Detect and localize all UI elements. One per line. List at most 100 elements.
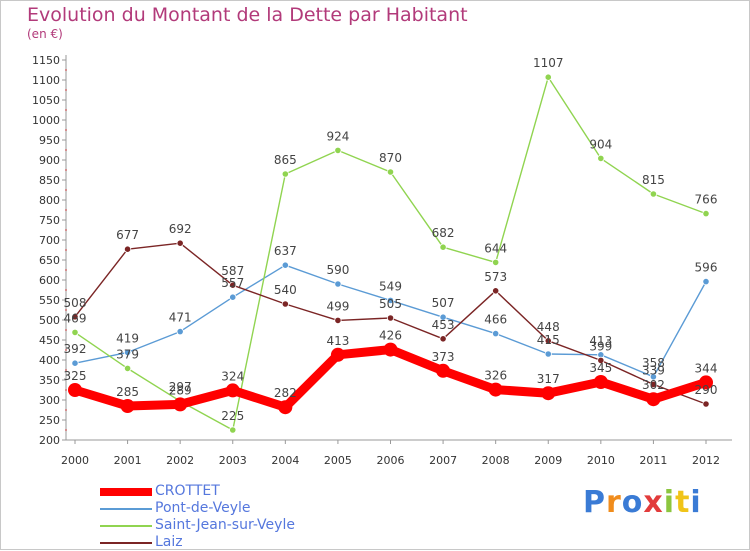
y-tick-label: 350 bbox=[39, 374, 60, 387]
data-label: 426 bbox=[379, 329, 402, 343]
data-label: 637 bbox=[274, 244, 297, 258]
data-point bbox=[278, 400, 293, 415]
legend-label: Laiz bbox=[155, 534, 183, 550]
data-label: 596 bbox=[695, 261, 718, 275]
data-point bbox=[544, 350, 552, 358]
data-label: 344 bbox=[695, 361, 718, 375]
unit-label: (en €) bbox=[27, 27, 63, 41]
x-tick-label: 2001 bbox=[114, 454, 142, 467]
data-label: 904 bbox=[589, 137, 612, 151]
data-label: 815 bbox=[642, 173, 665, 187]
data-point bbox=[649, 373, 658, 381]
data-point bbox=[436, 363, 451, 378]
data-point bbox=[71, 313, 79, 321]
data-label: 290 bbox=[695, 383, 718, 397]
y-tick-label: 500 bbox=[39, 314, 60, 327]
data-point bbox=[541, 386, 556, 401]
y-tick-label: 650 bbox=[39, 254, 60, 267]
data-point bbox=[488, 382, 503, 397]
data-label: 339 bbox=[642, 363, 665, 377]
data-point bbox=[120, 399, 135, 413]
data-label: 677 bbox=[116, 228, 139, 242]
x-tick-label: 2010 bbox=[587, 454, 615, 467]
data-label: 590 bbox=[326, 263, 349, 277]
x-tick-label: 2012 bbox=[692, 454, 720, 467]
data-label: 399 bbox=[589, 339, 612, 353]
legend-swatch bbox=[100, 488, 152, 496]
y-tick-label: 200 bbox=[39, 434, 60, 447]
data-point bbox=[386, 296, 395, 304]
data-label: 466 bbox=[484, 313, 507, 327]
data-label: 469 bbox=[64, 311, 87, 325]
data-point bbox=[229, 281, 237, 289]
data-point bbox=[544, 73, 552, 81]
data-label: 507 bbox=[432, 296, 455, 310]
data-point bbox=[383, 342, 398, 357]
data-label: 587 bbox=[221, 264, 244, 278]
brand-letter: o bbox=[621, 485, 644, 520]
data-point bbox=[593, 375, 608, 389]
data-label: 325 bbox=[64, 369, 87, 383]
legend-swatch bbox=[100, 542, 152, 544]
y-tick-label: 250 bbox=[39, 414, 60, 427]
data-label: 282 bbox=[274, 386, 297, 400]
data-point bbox=[386, 314, 395, 322]
y-tick-label: 300 bbox=[39, 394, 60, 407]
data-label: 302 bbox=[642, 378, 665, 392]
data-point bbox=[123, 364, 132, 372]
data-point bbox=[71, 359, 79, 367]
legend-label: Saint-Jean-sur-Veyle bbox=[155, 517, 295, 533]
y-tick-label: 1050 bbox=[32, 94, 60, 107]
data-point bbox=[334, 280, 342, 288]
data-label: 692 bbox=[169, 222, 192, 236]
data-point bbox=[492, 287, 500, 295]
data-label: 317 bbox=[537, 372, 560, 386]
data-point bbox=[699, 375, 713, 390]
legend-label: Pont-de-Veyle bbox=[155, 500, 251, 516]
data-point bbox=[176, 239, 184, 247]
data-label: 392 bbox=[64, 342, 87, 356]
brand-letter: t bbox=[675, 485, 691, 520]
x-tick-label: 2004 bbox=[271, 454, 299, 467]
x-tick-label: 2006 bbox=[377, 454, 405, 467]
data-point bbox=[225, 383, 240, 398]
data-label: 644 bbox=[484, 241, 507, 255]
data-label: 924 bbox=[326, 129, 349, 143]
data-point bbox=[702, 277, 710, 286]
data-label: 448 bbox=[537, 320, 560, 334]
legend-label: CROTTET bbox=[155, 483, 220, 499]
data-label: 540 bbox=[274, 283, 297, 297]
brand-letter: P bbox=[583, 485, 606, 520]
y-tick-label: 450 bbox=[39, 334, 60, 347]
data-label: 573 bbox=[484, 270, 507, 284]
data-label: 324 bbox=[221, 369, 244, 383]
y-tick-label: 550 bbox=[39, 294, 60, 307]
data-point bbox=[439, 243, 447, 251]
brand-letter: r bbox=[606, 485, 622, 520]
data-point bbox=[334, 316, 342, 324]
data-label: 413 bbox=[326, 334, 349, 348]
data-point bbox=[386, 168, 395, 176]
data-point bbox=[334, 146, 342, 154]
data-point bbox=[597, 356, 605, 364]
data-point bbox=[702, 210, 710, 218]
legend-swatch bbox=[100, 508, 152, 510]
x-tick-label: 2009 bbox=[534, 454, 562, 467]
x-tick-label: 2003 bbox=[219, 454, 247, 467]
y-tick-label: 1000 bbox=[32, 114, 60, 127]
data-point bbox=[702, 400, 710, 408]
data-label: 419 bbox=[116, 331, 139, 345]
chart-title: Evolution du Montant de la Dette par Hab… bbox=[27, 4, 468, 26]
data-point bbox=[173, 397, 188, 412]
y-tick-label: 600 bbox=[39, 274, 60, 287]
x-tick-label: 2008 bbox=[482, 454, 510, 467]
data-point bbox=[229, 293, 237, 301]
y-tick-label: 400 bbox=[39, 354, 60, 367]
data-point bbox=[71, 328, 79, 336]
data-point bbox=[597, 154, 605, 162]
data-point bbox=[492, 258, 500, 266]
data-label: 508 bbox=[64, 296, 87, 310]
data-point bbox=[68, 383, 82, 397]
